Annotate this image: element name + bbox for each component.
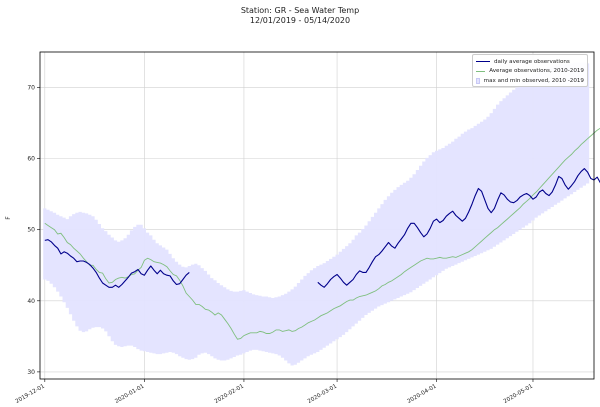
- x-tick-label: 2020-03-01: [307, 383, 339, 405]
- y-tick-label: 40: [27, 298, 35, 305]
- range-band: [43, 62, 590, 366]
- legend-item-daily: daily average observations: [476, 57, 584, 67]
- legend-swatch-daily: [476, 61, 490, 63]
- legend-item-range: max and min observed, 2010 -2019: [476, 76, 584, 86]
- x-tick-label: 2019-12-01: [15, 383, 47, 405]
- y-tick-label: 70: [27, 85, 35, 92]
- y-tick-label: 60: [27, 156, 35, 163]
- legend-swatch-average: [476, 70, 486, 72]
- x-tick-label: 2020-05-01: [503, 383, 535, 405]
- chart-legend: daily average observations Average obser…: [472, 54, 588, 87]
- x-tick-label: 2020-01-01: [114, 383, 146, 405]
- legend-label-range: max and min observed, 2010 -2019: [483, 77, 584, 84]
- chart-subtitle: 12/01/2019 - 05/14/2020: [249, 16, 351, 25]
- daily-observations-line: [44, 239, 190, 288]
- legend-label-average: Average observations, 2010-2019: [489, 68, 584, 75]
- x-tick-label: 2020-04-01: [406, 383, 438, 405]
- plot-frame: [39, 51, 595, 380]
- legend-swatch-range: [476, 77, 480, 84]
- legend-label-daily: daily average observations: [494, 58, 570, 65]
- y-axis-label: F: [5, 216, 12, 220]
- average-line: [44, 127, 600, 340]
- x-tick-label: 2020-02-01: [214, 383, 246, 405]
- y-tick-label: 50: [27, 227, 35, 234]
- y-tick-label: 30: [27, 369, 35, 376]
- chart-title: Station: GR - Sea Water Temp: [240, 6, 360, 15]
- daily-observations-line: [317, 168, 600, 288]
- legend-item-average: Average observations, 2010-2019: [476, 67, 584, 77]
